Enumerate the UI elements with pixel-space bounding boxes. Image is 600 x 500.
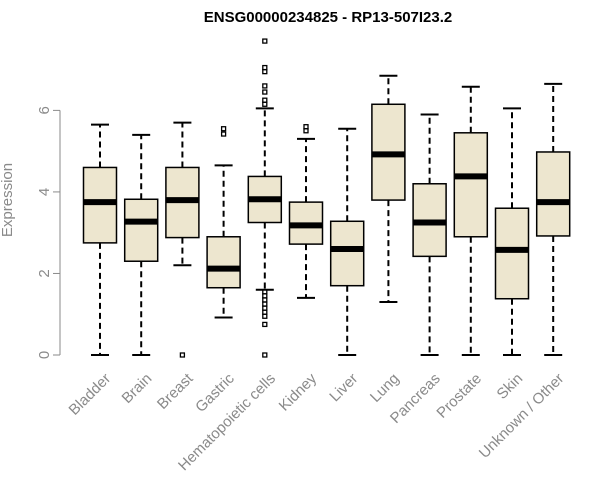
y-axis-label: Expression — [0, 163, 16, 237]
outlier-point — [303, 128, 309, 134]
y-tick-label: 4 — [36, 188, 53, 196]
iqr-box — [329, 220, 365, 287]
box-11 — [494, 107, 530, 356]
outlier-point — [262, 309, 268, 315]
outlier-point — [262, 352, 268, 358]
outlier-point — [262, 89, 268, 95]
chart-title: ENSG00000234825 - RP13-507I23.2 — [204, 9, 453, 26]
box-4 — [206, 126, 241, 319]
outlier-point — [262, 101, 268, 107]
y-tick-label: 6 — [36, 106, 53, 114]
box-6 — [288, 124, 324, 299]
x-category-label: Kidney — [276, 370, 321, 415]
x-category-label: Prostate — [433, 370, 485, 422]
outlier-point — [220, 131, 227, 137]
box-10 — [453, 85, 489, 356]
outlier-point — [262, 38, 268, 44]
box-2 — [123, 133, 159, 356]
y-axis: 0 2 4 6 — [36, 106, 61, 359]
iqr-box — [453, 132, 489, 238]
outlier-point — [262, 97, 268, 103]
outlier-point — [262, 64, 268, 71]
box-1 — [82, 123, 118, 356]
box-3 — [165, 121, 200, 358]
outlier-point — [262, 297, 268, 303]
outlier-point — [303, 124, 309, 130]
outlier-point — [220, 126, 227, 132]
outlier-point — [262, 313, 268, 319]
box-5 — [247, 38, 283, 358]
outlier-point — [262, 293, 268, 299]
x-category-label: Breast — [154, 370, 197, 413]
x-category-label: Bladder — [66, 370, 115, 419]
box-7 — [329, 127, 365, 356]
box-8 — [371, 74, 406, 303]
box-9 — [412, 113, 447, 356]
box-12 — [535, 82, 571, 356]
x-category-label: Skin — [494, 370, 527, 403]
outlier-point — [262, 321, 268, 328]
y-tick-label: 2 — [36, 269, 53, 277]
outlier-point — [179, 352, 186, 358]
iqr-box — [494, 207, 530, 300]
iqr-box — [535, 151, 571, 237]
iqr-box — [123, 198, 159, 262]
outlier-point — [262, 301, 268, 307]
iqr-box — [82, 166, 118, 244]
box-series — [82, 38, 571, 358]
outlier-point — [262, 83, 268, 89]
x-category-label: Brain — [119, 370, 156, 407]
x-category-label: Liver — [326, 370, 361, 405]
iqr-box — [206, 236, 241, 289]
outlier-point — [262, 289, 268, 295]
x-category-label: Lung — [367, 370, 403, 406]
outlier-point — [262, 305, 268, 311]
outlier-point — [262, 69, 268, 75]
y-tick-label: 0 — [36, 351, 53, 359]
